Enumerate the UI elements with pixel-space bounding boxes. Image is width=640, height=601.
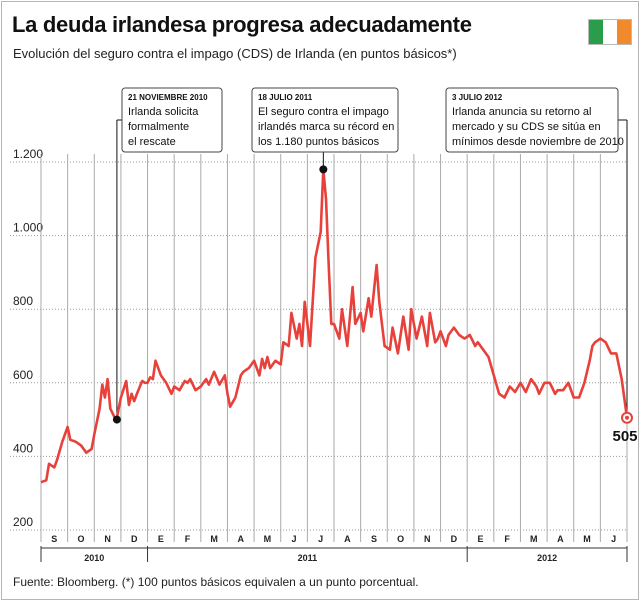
annotation-text: El seguro contra el impago (258, 106, 389, 118)
y-tick-label: 800 (13, 294, 33, 308)
annotation-box (121, 87, 223, 153)
x-tick-label: E (477, 534, 483, 544)
source-note: Fuente: Bloomberg. (*) 100 puntos básico… (13, 575, 419, 589)
x-tick-label: D (131, 534, 138, 544)
chart-subtitle: Evolución del seguro contra el impago (C… (13, 46, 457, 61)
annotation-text: mínimos desde noviembre de 2010 (452, 136, 624, 148)
x-tick-label: J (292, 534, 297, 544)
x-tick-label: E (158, 534, 164, 544)
flag-green-stripe (589, 20, 603, 44)
annotation-text: Irlanda solicita (128, 106, 199, 118)
x-tick-label: A (344, 534, 351, 544)
annotation-text: Irlanda anuncia su retorno al (452, 106, 591, 118)
y-tick-label: 200 (13, 515, 33, 529)
annotation-date: 3 JULIO 2012 (452, 93, 503, 102)
last-value-marker-dot (625, 415, 629, 420)
y-tick-label: 1.000 (13, 221, 43, 235)
flag-white-stripe (603, 20, 617, 44)
x-tick-label: N (104, 534, 111, 544)
x-tick-label: M (264, 534, 272, 544)
x-tick-label: J (318, 534, 323, 544)
x-tick-label: A (557, 534, 564, 544)
annotation-text: el rescate (128, 136, 176, 148)
flag-orange-stripe (617, 20, 631, 44)
x-tick-label: M (583, 534, 591, 544)
y-tick-label: 400 (13, 441, 33, 455)
x-tick-label: D (451, 534, 458, 544)
x-tick-label: J (611, 534, 616, 544)
x-tick-label: N (424, 534, 431, 544)
x-tick-label: S (51, 534, 57, 544)
year-label: 2010 (84, 553, 104, 563)
chart-title: La deuda irlandesa progresa adecuadament… (12, 12, 472, 37)
x-tick-label: S (371, 534, 377, 544)
x-tick-label: M (530, 534, 538, 544)
annotation-point (112, 415, 121, 424)
annotation-box (251, 87, 399, 153)
y-tick-label: 1.200 (13, 147, 43, 161)
annotation-date: 21 NOVIEMBRE 2010 (128, 93, 208, 102)
last-value-label: 505 (612, 428, 637, 445)
cds-series-line (40, 168, 629, 484)
x-tick-label: F (185, 534, 191, 544)
year-label: 2012 (537, 553, 557, 563)
ireland-flag-icon (588, 19, 632, 45)
x-tick-label: O (397, 534, 404, 544)
annotation-box (445, 87, 619, 153)
annotation-date: 18 JULIO 2011 (258, 93, 313, 102)
annotation-point (319, 165, 328, 174)
annotation-text: los 1.180 puntos básicos (258, 136, 380, 148)
annotation-text: formalmente (128, 121, 189, 133)
y-tick-label: 600 (13, 368, 33, 382)
x-tick-label: A (238, 534, 245, 544)
x-tick-label: O (77, 534, 84, 544)
annotation-text: mercado y su CDS se sitúa en (452, 121, 601, 133)
annotation-text: irlandés marca su récord en (258, 121, 394, 133)
year-label: 2011 (298, 553, 318, 563)
x-tick-label: F (504, 534, 510, 544)
x-tick-label: M (210, 534, 218, 544)
